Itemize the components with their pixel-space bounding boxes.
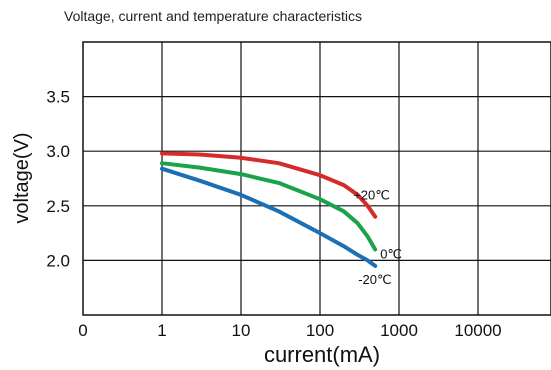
- x-tick-label: 1000: [380, 321, 418, 340]
- y-tick-label: 3.0: [46, 142, 70, 161]
- grid: [83, 42, 551, 315]
- y-axis-title: voltage(V): [11, 132, 33, 223]
- x-tick-label: 10000: [454, 321, 501, 340]
- y-tick-labels: 2.0 2.5 3.0 3.5: [46, 88, 70, 271]
- series-layer: [160, 151, 378, 268]
- y-tick-label: 3.5: [46, 88, 70, 107]
- series-labels: +20℃ 0℃ -20℃: [353, 188, 402, 287]
- x-tick-label: 0: [78, 321, 87, 340]
- series-label: 0℃: [380, 246, 402, 261]
- x-tick-label: 100: [306, 321, 334, 340]
- series-label: -20℃: [358, 272, 391, 287]
- series-line-0: [160, 161, 378, 252]
- y-tick-label: 2.0: [46, 251, 70, 270]
- series-label: +20℃: [353, 188, 390, 203]
- x-tick-labels: 0 1 10 100 1000 10000: [78, 321, 501, 340]
- plot-frame: [82, 41, 551, 316]
- series-line-plus20: [160, 151, 378, 219]
- chart-title: Voltage, current and temperature charact…: [64, 8, 363, 24]
- y-tick-label: 2.5: [46, 197, 70, 216]
- x-tick-label: 1: [157, 321, 166, 340]
- series-line-minus20: [160, 166, 378, 268]
- x-axis-title: current(mA): [264, 342, 380, 367]
- x-tick-label: 10: [232, 321, 251, 340]
